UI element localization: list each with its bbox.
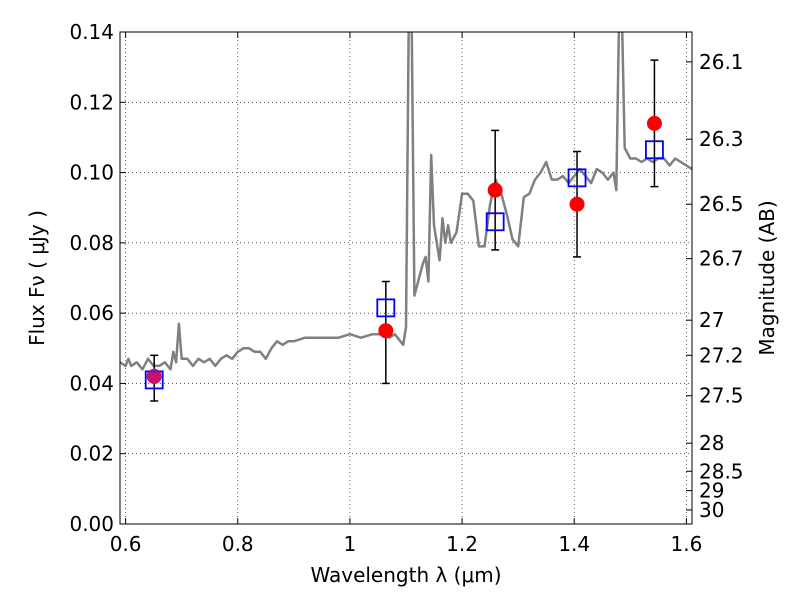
x-tick-label: 1.2 (446, 532, 478, 556)
model-point (645, 140, 664, 160)
x-tick-label: 1.4 (558, 532, 590, 556)
y2-tick-label: 26.5 (699, 192, 744, 216)
y2-axis-label: Magnitude (AB) (755, 200, 779, 355)
measured-point (487, 182, 503, 198)
y2-tick-label: 27.5 (699, 384, 744, 408)
y2-tick-label: 29 (699, 479, 724, 503)
axis-ticks: 0.6 0.8 1 1.2 1.4 1.6 0.00 0.02 0.04 0.06 0.08 0.10… (69, 20, 743, 556)
y2-tick-label: 30 (699, 498, 724, 522)
y-tick-label: 0.06 (69, 301, 114, 325)
model-point (376, 298, 396, 318)
y-tick-label: 0.00 (69, 512, 114, 536)
overlap-point (146, 368, 162, 384)
spectrum-line (120, 32, 692, 371)
y-tick-label: 0.14 (69, 20, 114, 44)
plot-area (120, 32, 692, 402)
plot-frame (119, 31, 693, 525)
y2-tick-label: 27 (699, 308, 724, 332)
measured-point (569, 196, 585, 212)
x-axis-label: Wavelength λ (μm) (310, 563, 501, 587)
y-tick-label: 0.12 (69, 90, 114, 114)
measured-point (378, 323, 394, 339)
y2-tick-label: 28 (699, 431, 724, 455)
y2-tick-label: 27.2 (699, 343, 744, 367)
y-tick-label: 0.02 (69, 442, 114, 466)
y-tick-label: 0.10 (69, 161, 114, 185)
measured-point (646, 115, 662, 131)
y2-tick-label: 26.3 (699, 127, 744, 151)
y2-tick-label: 26.7 (699, 247, 744, 271)
y-tick-label: 0.08 (69, 231, 114, 255)
x-tick-label: 0.8 (222, 532, 254, 556)
x-tick-label: 0.6 (110, 532, 142, 556)
y2-tick-label: 26.1 (699, 50, 744, 74)
model-point (567, 168, 587, 188)
model-point (485, 212, 505, 232)
y2-tick-label: 28.5 (699, 459, 744, 483)
x-tick-label: 1 (344, 532, 357, 556)
x-tick-label: 1.6 (670, 532, 702, 556)
y-axis-label: Flux Fν ( μJy ) (25, 210, 49, 346)
y-tick-label: 0.04 (69, 371, 114, 395)
